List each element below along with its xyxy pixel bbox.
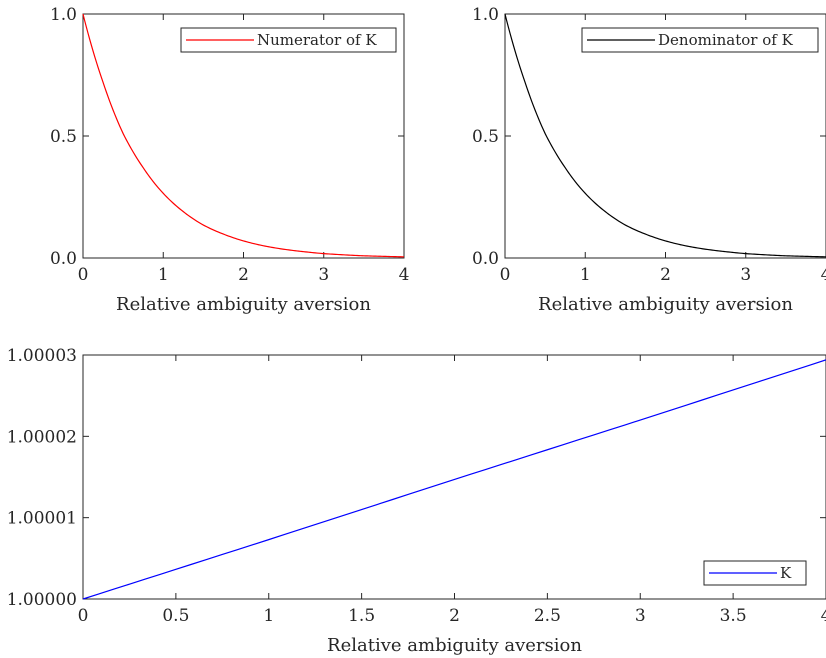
chart-panel-1: 0 1 2 3 4 0.0 0.5 1.0 Relative ambiguity aversio… bbox=[50, 5, 409, 315]
series-line-1 bbox=[82, 13, 405, 258]
y-tick-label: 1.0 bbox=[50, 5, 77, 25]
plot-area bbox=[82, 354, 826, 600]
x-tick-label: 0.5 bbox=[162, 606, 189, 626]
legend-label: Denominator of K bbox=[658, 31, 794, 49]
y-tick-label: 1.00002 bbox=[7, 427, 77, 447]
legend: Numerator of K bbox=[180, 27, 397, 53]
x-tick-label: 4 bbox=[399, 265, 410, 285]
legend-label: Numerator of K bbox=[257, 31, 377, 49]
x-axis-label: Relative ambiguity aversion bbox=[538, 294, 793, 315]
y-tick-label: 0.0 bbox=[472, 249, 499, 269]
legend: K bbox=[703, 560, 807, 586]
x-tick-label: 4 bbox=[821, 265, 826, 285]
y-tick-label: 0.5 bbox=[50, 127, 77, 147]
y-tick-label: 1.00000 bbox=[7, 590, 77, 610]
x-tick-label: 1 bbox=[263, 606, 274, 626]
series-line-1 bbox=[82, 359, 826, 600]
legend-label: K bbox=[780, 564, 792, 582]
x-tick-label: 3 bbox=[318, 265, 329, 285]
series-line-1 bbox=[504, 13, 826, 258]
y-tick-label: 1.00001 bbox=[7, 509, 77, 529]
chart-panel-3: 0 0.5 1 1.5 2 2.5 3 3.5 4 1.00000 1.00001 1.00002 1.… bbox=[7, 346, 826, 656]
x-tick-label: 3 bbox=[740, 265, 751, 285]
x-tick-label: 0 bbox=[500, 265, 511, 285]
x-tick-label: 1.5 bbox=[348, 606, 375, 626]
y-tick-label: 0.5 bbox=[472, 127, 499, 147]
x-tick-label: 4 bbox=[821, 606, 826, 626]
x-axis-label: Relative ambiguity aversion bbox=[116, 294, 371, 315]
x-tick-label: 3 bbox=[635, 606, 646, 626]
x-tick-label: 1 bbox=[580, 265, 591, 285]
x-axis-label: Relative ambiguity aversion bbox=[327, 635, 582, 656]
plot-area bbox=[82, 13, 405, 259]
chart-panel-2: 0 1 2 3 4 0.0 0.5 1.0 Relative ambiguity aversio… bbox=[472, 5, 826, 315]
x-tick-label: 2 bbox=[660, 265, 671, 285]
y-tick-label: 1.0 bbox=[472, 5, 499, 25]
x-tick-label: 1 bbox=[158, 265, 169, 285]
y-tick-label: 0.0 bbox=[50, 249, 77, 269]
y-tick-label: 1.00003 bbox=[7, 346, 77, 366]
x-tick-label: 0 bbox=[78, 265, 89, 285]
x-tick-label: 3.5 bbox=[720, 606, 747, 626]
x-tick-label: 0 bbox=[78, 606, 89, 626]
legend: Denominator of K bbox=[581, 27, 819, 53]
x-tick-label: 2.5 bbox=[534, 606, 561, 626]
x-tick-label: 2 bbox=[449, 606, 460, 626]
x-tick-label: 2 bbox=[238, 265, 249, 285]
